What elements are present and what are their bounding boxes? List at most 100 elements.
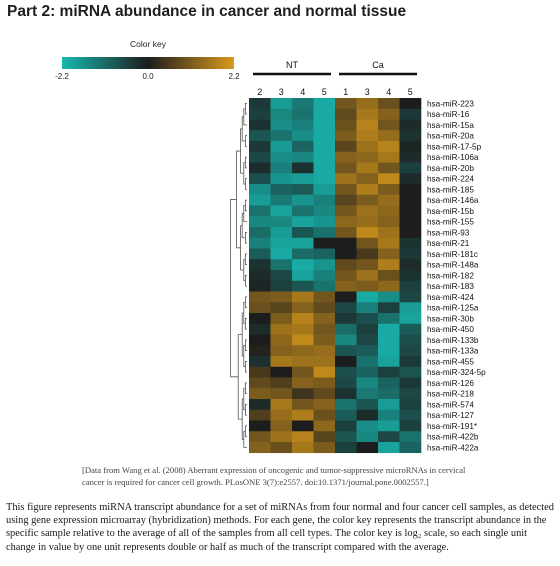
dendrogram-branch bbox=[245, 178, 247, 190]
heatmap-cell bbox=[356, 270, 379, 282]
heatmap-cell bbox=[399, 399, 422, 411]
heatmap-cell bbox=[378, 259, 400, 271]
heatmap-cell bbox=[399, 205, 422, 217]
heatmap-cell bbox=[378, 420, 400, 432]
heatmap-cell bbox=[313, 345, 336, 357]
row-label: hsa-miR-183 bbox=[427, 282, 474, 291]
heatmap-cell bbox=[399, 108, 422, 120]
row-label: hsa-miR-155 bbox=[427, 218, 474, 227]
heatmap-cell bbox=[378, 184, 400, 196]
heatmap-cell bbox=[378, 431, 400, 443]
heatmap-cell bbox=[356, 130, 379, 142]
heatmap-cell bbox=[249, 184, 271, 196]
dendrogram-branch bbox=[245, 156, 247, 169]
heatmap-cell bbox=[270, 280, 293, 292]
heatmap-cell bbox=[335, 280, 357, 292]
heatmap-cell bbox=[270, 313, 293, 325]
heatmap-cell bbox=[270, 377, 293, 389]
heatmap-cell bbox=[270, 345, 293, 357]
heatmap-cell bbox=[292, 259, 314, 271]
heatmap-cell bbox=[292, 216, 314, 228]
heatmap-cell bbox=[356, 334, 379, 346]
heatmap-cell bbox=[378, 291, 400, 303]
heatmap-cell bbox=[399, 270, 422, 282]
heatmap-cell bbox=[313, 323, 336, 335]
dendrogram-root bbox=[230, 199, 239, 378]
heatmap-cell bbox=[399, 431, 422, 443]
heatmap-cell bbox=[335, 334, 357, 346]
heatmap-cell bbox=[292, 237, 314, 249]
heatmap-cell bbox=[356, 205, 379, 217]
row-label: hsa-miR-450 bbox=[427, 325, 474, 334]
heatmap-cell bbox=[378, 388, 400, 400]
column-label: 1 bbox=[343, 87, 348, 97]
row-label: hsa-miR-20a bbox=[427, 132, 474, 141]
heatmap-cell bbox=[292, 248, 314, 260]
heatmap-cell bbox=[249, 108, 271, 120]
heatmap-cell bbox=[292, 162, 314, 174]
heatmap-cell bbox=[292, 377, 314, 389]
heatmap-cell bbox=[249, 409, 271, 421]
row-label: hsa-miR-424 bbox=[427, 293, 474, 302]
heatmap-cell bbox=[292, 302, 314, 314]
heatmap-cell bbox=[399, 366, 422, 378]
heatmap-cell bbox=[292, 345, 314, 357]
heatmap-cell bbox=[313, 366, 336, 378]
heatmap-cell bbox=[378, 227, 400, 239]
heatmap-cell bbox=[335, 366, 357, 378]
heatmap-cell bbox=[313, 237, 336, 249]
row-label: hsa-miR-146a bbox=[427, 196, 479, 205]
heatmap-cell bbox=[356, 173, 379, 185]
heatmap-cell bbox=[292, 227, 314, 239]
heatmap-cell bbox=[399, 345, 422, 357]
heatmap-cell bbox=[335, 399, 357, 411]
color-key-title: Color key bbox=[130, 39, 167, 49]
heatmap-cell bbox=[356, 216, 379, 228]
column-label: 4 bbox=[300, 87, 305, 97]
heatmap-cell bbox=[399, 388, 422, 400]
heatmap-cell bbox=[399, 409, 422, 421]
heatmap-cell bbox=[356, 377, 379, 389]
heatmap-cell bbox=[313, 184, 336, 196]
heatmap-cell bbox=[249, 141, 271, 153]
heatmap-cell bbox=[335, 227, 357, 239]
heatmap-cell bbox=[313, 420, 336, 432]
heatmap-cell bbox=[249, 98, 271, 110]
heatmap-cell bbox=[249, 291, 271, 303]
heatmap-cell bbox=[292, 356, 314, 368]
heatmap-cell bbox=[399, 162, 422, 174]
column-label: 5 bbox=[322, 87, 327, 97]
heatmap-cell bbox=[313, 259, 336, 271]
heatmap-cell bbox=[356, 108, 379, 120]
dendrogram-branch bbox=[245, 317, 247, 330]
heatmap-cell bbox=[270, 108, 293, 120]
row-label: hsa-miR-21 bbox=[427, 239, 470, 248]
heatmap-cell bbox=[313, 313, 336, 325]
row-label: hsa-miR-15b bbox=[427, 207, 474, 216]
heatmap-cell bbox=[249, 366, 271, 378]
heatmap-cell bbox=[356, 323, 379, 335]
heatmap-cell bbox=[378, 399, 400, 411]
heatmap-cell bbox=[378, 248, 400, 260]
heatmap-cell bbox=[270, 141, 293, 153]
heatmap-cell bbox=[335, 162, 357, 174]
heatmap-cell bbox=[313, 431, 336, 443]
heatmap-cell bbox=[335, 259, 357, 271]
heatmap-cell bbox=[335, 194, 357, 206]
heatmap-cell bbox=[378, 270, 400, 282]
figure-caption: [Data from Wang et al. (2008) Aberrant e… bbox=[82, 465, 466, 487]
heatmap-cell bbox=[335, 119, 357, 131]
heatmap-cell bbox=[335, 248, 357, 260]
dendrogram-branch bbox=[245, 425, 247, 438]
heatmap-cell bbox=[270, 237, 293, 249]
color-key-bar bbox=[62, 57, 234, 69]
heatmap-cell bbox=[249, 237, 271, 249]
heatmap-cell bbox=[335, 130, 357, 142]
heatmap-cell bbox=[378, 323, 400, 335]
heatmap-cell bbox=[356, 302, 379, 314]
dendrogram-branch bbox=[245, 382, 247, 395]
color-key: Color key -2.2 0.0 2.2 bbox=[55, 39, 240, 81]
heatmap-cell bbox=[270, 388, 293, 400]
row-label: hsa-miR-422a bbox=[427, 443, 479, 452]
row-label: hsa-miR-15a bbox=[427, 121, 474, 130]
